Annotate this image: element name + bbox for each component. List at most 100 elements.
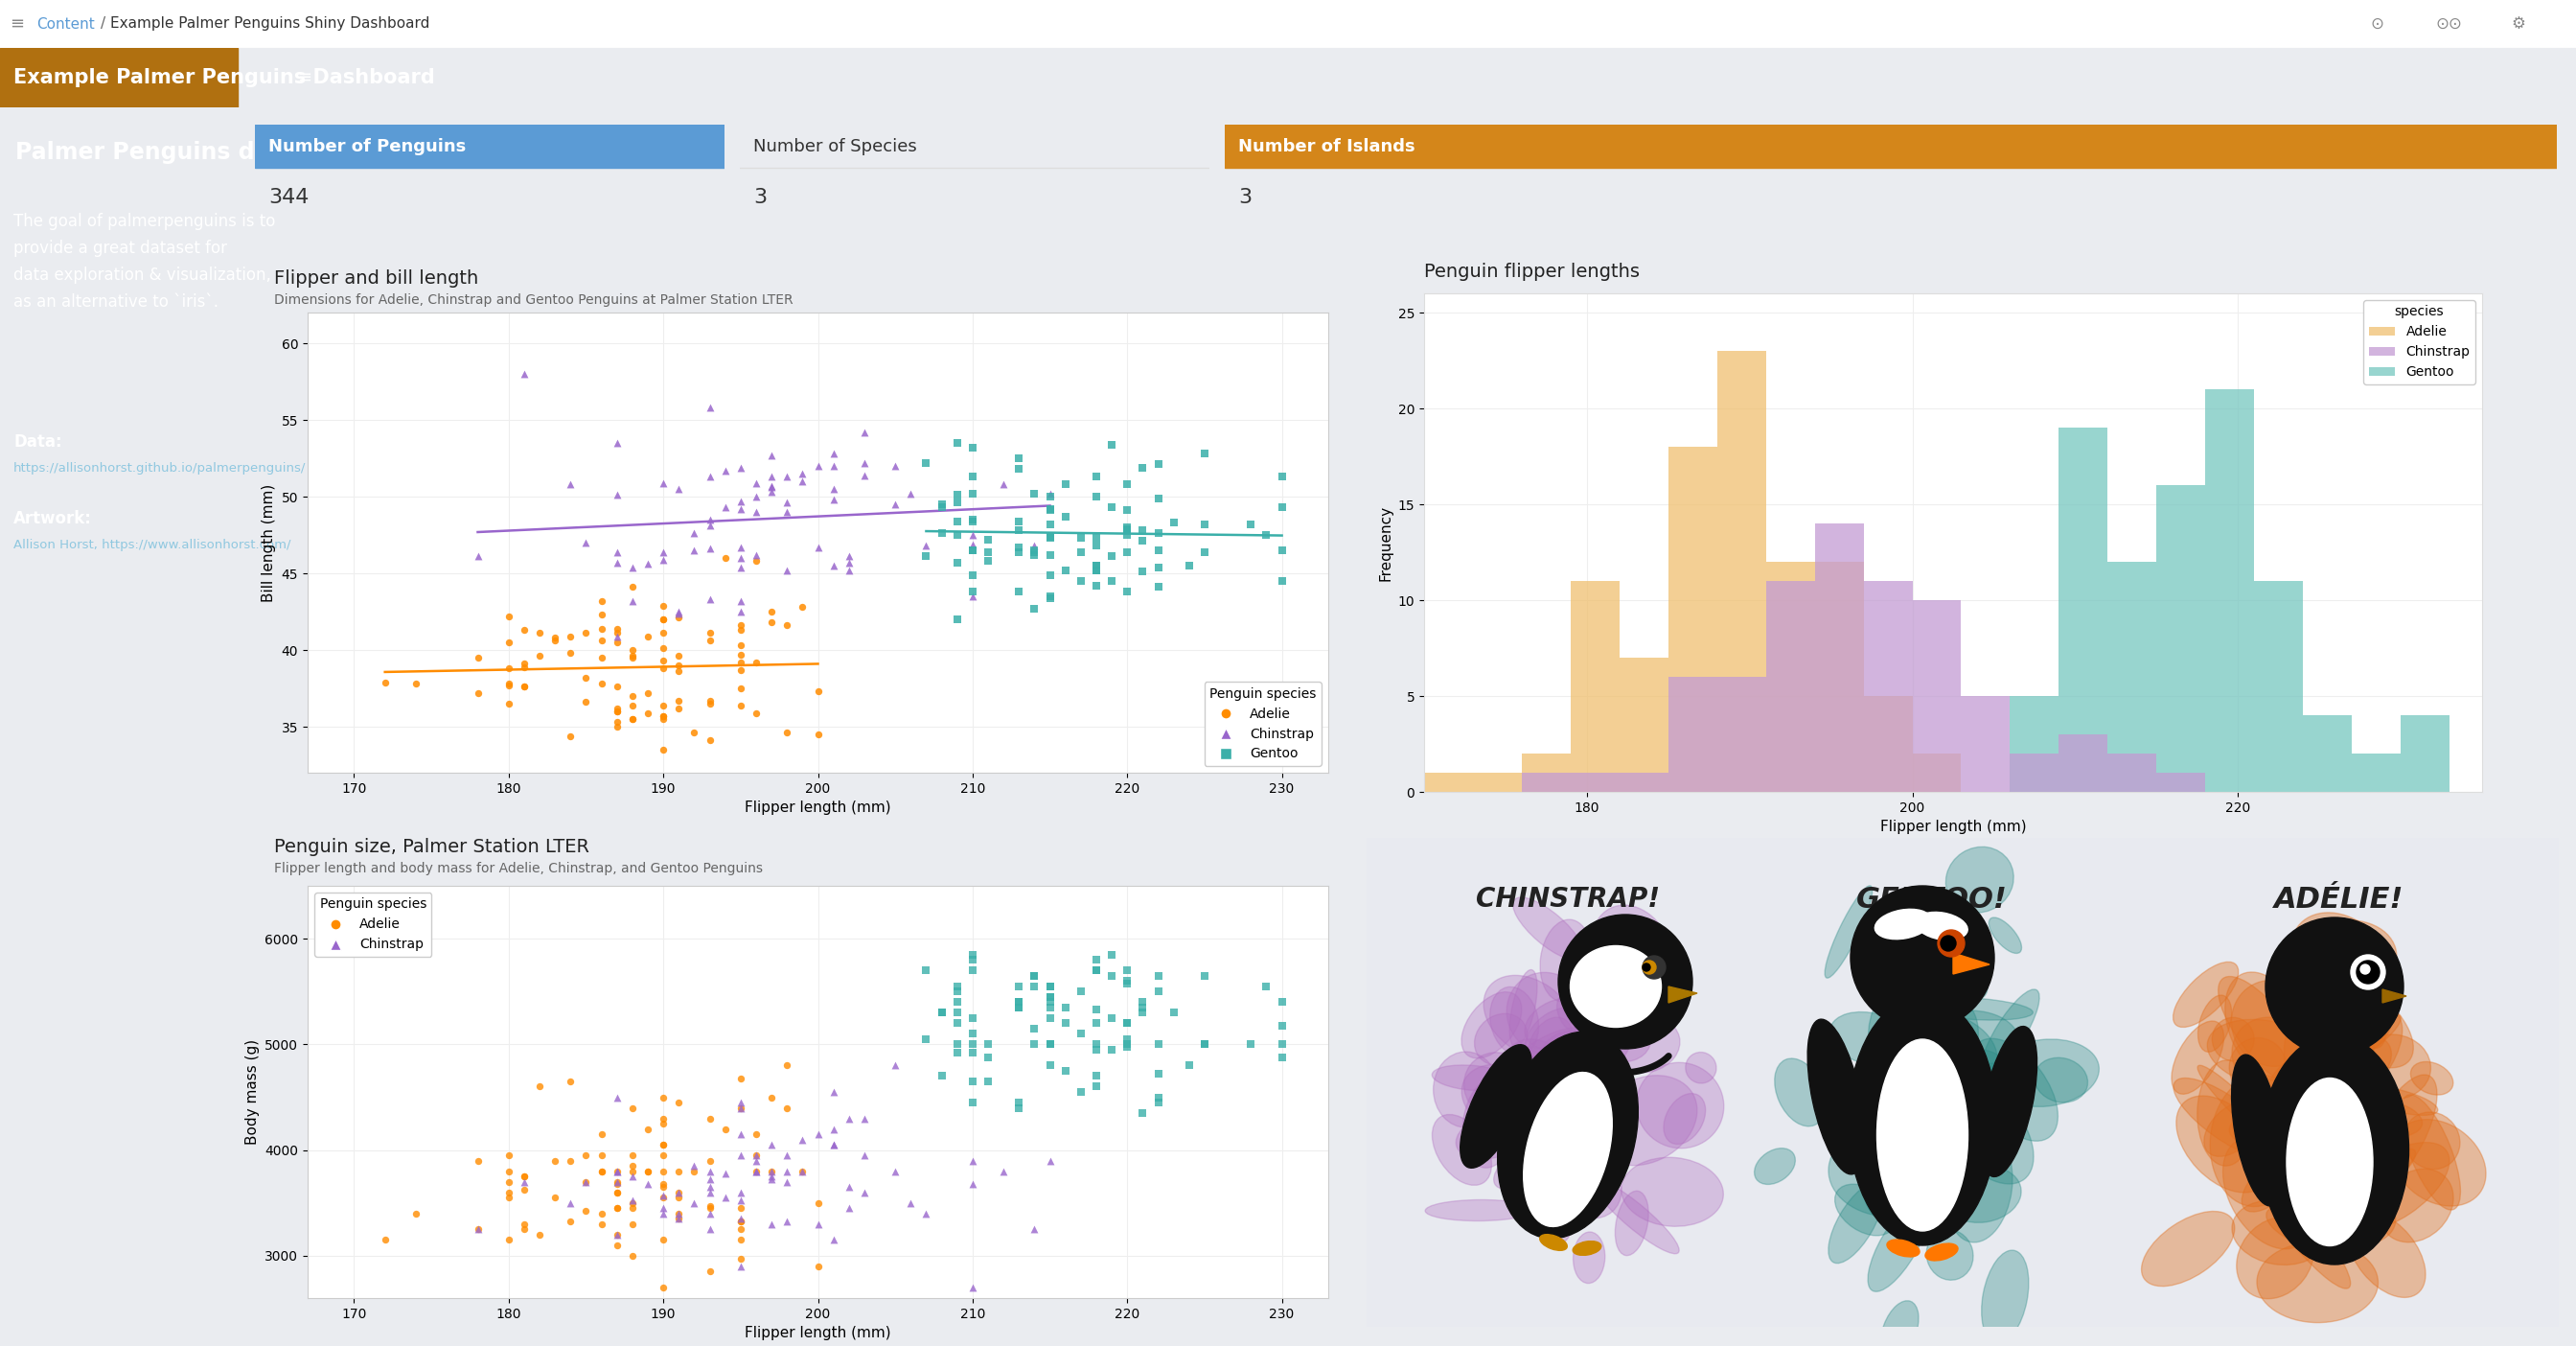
Point [595, 1160, 636, 1182]
Bar [1669, 447, 1718, 791]
Point [783, 1129, 824, 1151]
Point [1061, 981, 1103, 1003]
Bar [1911, 754, 1960, 791]
Point [999, 1097, 1041, 1119]
Point [783, 463, 824, 485]
Point [721, 1207, 762, 1229]
Point [1108, 524, 1149, 545]
Point [657, 1203, 698, 1225]
Point [690, 622, 732, 643]
Point [1092, 497, 1133, 518]
Point [1262, 466, 1303, 487]
Bar [1767, 581, 1814, 791]
Point [595, 618, 636, 639]
Point [1015, 976, 1056, 997]
Point [1015, 544, 1056, 565]
Point [737, 1124, 778, 1145]
Point [721, 1067, 762, 1089]
Bar [2352, 754, 2401, 791]
Point [752, 482, 793, 503]
Point [1108, 1028, 1149, 1050]
Point [1092, 1039, 1133, 1061]
Point [564, 1201, 605, 1222]
Point [814, 1135, 855, 1156]
Point [690, 1203, 732, 1225]
Point [641, 695, 683, 716]
Point [1077, 575, 1118, 596]
Point [706, 1163, 747, 1184]
Point [1030, 486, 1072, 507]
Point [814, 455, 855, 476]
Point [1077, 1065, 1118, 1086]
Ellipse shape [1875, 988, 1955, 1075]
Point [595, 1182, 636, 1203]
Ellipse shape [1512, 1027, 1602, 1082]
Point [1030, 587, 1072, 608]
Point [1108, 520, 1149, 541]
Point [938, 981, 979, 1003]
Point [533, 1187, 574, 1209]
Ellipse shape [1878, 1069, 1973, 1158]
Point [1015, 1034, 1056, 1055]
Circle shape [1940, 935, 1955, 952]
Point [984, 474, 1025, 495]
Point [641, 608, 683, 630]
Point [814, 1135, 855, 1156]
Point [752, 476, 793, 498]
Point [721, 651, 762, 673]
Point [1030, 528, 1072, 549]
Bar [1862, 581, 1911, 791]
Point [1139, 540, 1180, 561]
Point [595, 1160, 636, 1182]
Ellipse shape [2293, 913, 2388, 1001]
Point [1077, 1075, 1118, 1097]
Point [657, 1092, 698, 1113]
Bar [1571, 581, 1620, 791]
Point [641, 739, 683, 760]
Point [611, 1155, 652, 1176]
Point [706, 497, 747, 518]
Point [564, 692, 605, 713]
Point [938, 1034, 979, 1055]
Point [549, 1070, 590, 1092]
Ellipse shape [1432, 1114, 1492, 1186]
Bar [2156, 485, 2205, 791]
Point [1139, 1063, 1180, 1085]
Point [768, 1171, 809, 1193]
Ellipse shape [1991, 1039, 2099, 1106]
Ellipse shape [2347, 1211, 2427, 1298]
Point [1092, 571, 1133, 592]
Point [953, 960, 994, 981]
Point [641, 472, 683, 494]
Ellipse shape [1592, 1075, 1698, 1166]
Point [829, 552, 871, 573]
Ellipse shape [1901, 996, 1978, 1094]
Point [1030, 1055, 1072, 1077]
Point [641, 1144, 683, 1166]
Ellipse shape [2264, 1189, 2349, 1288]
Point [845, 464, 886, 486]
Point [549, 626, 590, 647]
Point [721, 556, 762, 577]
Point [907, 960, 948, 981]
Legend: Adelie, Chinstrap, Gentoo: Adelie, Chinstrap, Gentoo [1203, 681, 1321, 766]
Point [502, 656, 544, 677]
Point [953, 1007, 994, 1028]
Point [768, 721, 809, 743]
Point [595, 1198, 636, 1219]
Point [657, 1203, 698, 1225]
Ellipse shape [2141, 1211, 2233, 1287]
Point [533, 627, 574, 649]
Point [1139, 965, 1180, 987]
Point [502, 1213, 544, 1234]
Point [641, 1176, 683, 1198]
Point [938, 524, 979, 545]
Point [953, 1023, 994, 1044]
Ellipse shape [1664, 1093, 1705, 1144]
Point [783, 471, 824, 493]
Point [907, 1028, 948, 1050]
Point [799, 1213, 840, 1234]
Point [580, 1124, 621, 1145]
Point [456, 545, 497, 567]
Point [502, 1179, 544, 1201]
